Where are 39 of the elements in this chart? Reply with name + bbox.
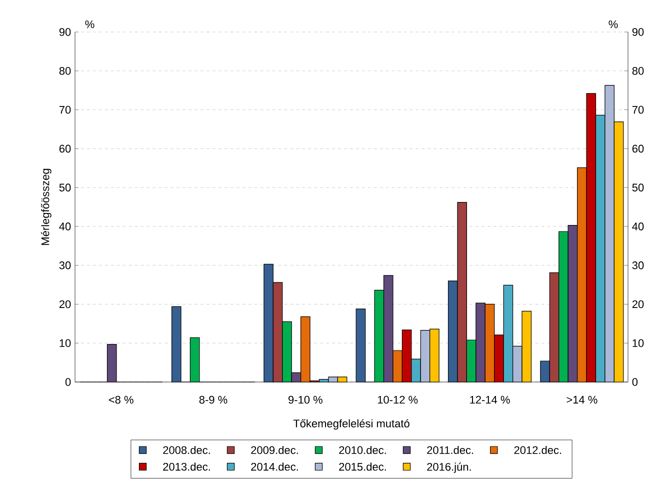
legend-label: 2010.dec. bbox=[339, 446, 386, 454]
x-tick-label: <8 % bbox=[108, 396, 134, 404]
y2-tick-label: 30 bbox=[632, 261, 644, 270]
legend-label: 2009.dec. bbox=[251, 446, 298, 454]
y-tick-label: 10 bbox=[60, 339, 71, 348]
legend-label: 2014.dec. bbox=[251, 462, 298, 471]
y2-tick-label: 90 bbox=[632, 28, 644, 36]
y-tick-label: 90 bbox=[59, 28, 71, 36]
legend-label: 2011.dec. bbox=[427, 446, 474, 454]
y-axis-title: Mérlegfőösszeg bbox=[40, 168, 52, 245]
x-tick-label: 12-14 % bbox=[470, 396, 510, 404]
y2-tick-label: 80 bbox=[632, 66, 644, 75]
y-tick-label: 30 bbox=[59, 261, 71, 270]
x-tick-label: 9-10 % bbox=[288, 396, 322, 404]
y-tick-label: 70 bbox=[59, 106, 71, 114]
y2-tick-label: 60 bbox=[632, 144, 644, 153]
y2-tick-label: 20 bbox=[632, 300, 644, 308]
text: % bbox=[85, 20, 94, 28]
y-tick-label: 60 bbox=[59, 144, 71, 153]
y2-tick-label: 50 bbox=[632, 184, 644, 192]
y2-tick-label: 40 bbox=[632, 222, 644, 230]
legend-label: 2013.dec. bbox=[163, 462, 210, 471]
y-tick-label: 0 bbox=[65, 378, 71, 386]
y-tick-label: 80 bbox=[59, 66, 71, 75]
x-axis-title: Tőkemegfelelési mutató bbox=[293, 419, 410, 430]
y2-tick-label: 10 bbox=[632, 339, 644, 348]
y2-tick-label: 70 bbox=[632, 106, 644, 114]
legend-label: 2012.dec. bbox=[514, 446, 562, 454]
legend-label: 2015.dec. bbox=[339, 462, 386, 471]
y2-tick-label: 0 bbox=[632, 378, 638, 386]
legend-label: 2008.dec. bbox=[163, 446, 210, 454]
x-tick-label: 10-12 % bbox=[378, 396, 418, 404]
text: % bbox=[608, 20, 618, 28]
y-tick-label: 20 bbox=[59, 300, 71, 308]
y-tick-label: 50 bbox=[59, 184, 71, 192]
legend-label: 2016.jún. bbox=[427, 462, 471, 473]
y-tick-label: 40 bbox=[59, 222, 71, 230]
x-tick-label: >14 % bbox=[566, 396, 598, 404]
x-tick-label: 8-9 % bbox=[199, 396, 228, 404]
